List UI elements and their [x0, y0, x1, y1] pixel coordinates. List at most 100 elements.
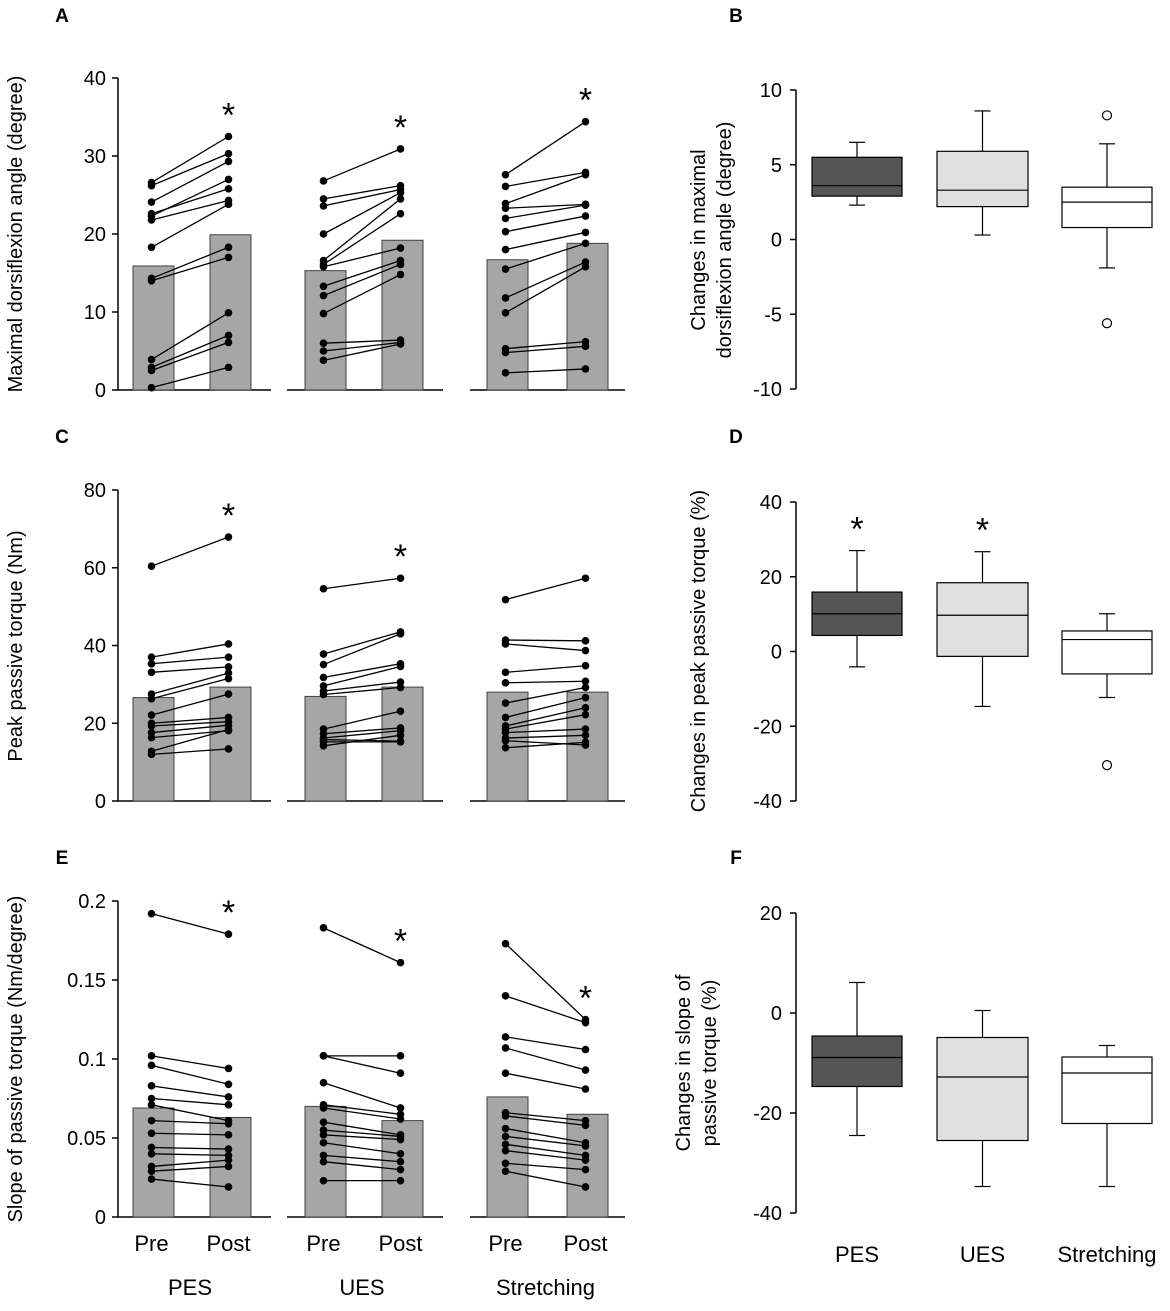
data-point-post [224, 690, 233, 698]
subject-line [151, 246, 229, 280]
data-point-post [224, 253, 233, 262]
y-axis-label-B-line2: dorsiflexion angle (degree) [714, 122, 736, 359]
bar-PES-Post [209, 686, 252, 802]
data-point-pre [147, 1094, 156, 1103]
x-group-label: PES [168, 1275, 212, 1300]
x-condition-label: Post [563, 1231, 607, 1256]
subject-line [505, 1170, 586, 1188]
subject-line [505, 1127, 586, 1144]
y-tick-label: 0 [771, 642, 782, 664]
subject-line [323, 1104, 401, 1115]
subject-line [151, 1085, 229, 1098]
bar-UES-Pre [304, 270, 347, 391]
subject-line [323, 577, 401, 590]
data-point-pre [147, 1175, 156, 1183]
subject-line [151, 341, 229, 372]
subject-line [151, 1119, 229, 1125]
data-point-post [224, 1156, 233, 1164]
subject-line [505, 261, 586, 299]
y-tick-label: 5 [771, 155, 782, 177]
subject-line [151, 1097, 229, 1106]
subject-line [505, 121, 586, 176]
bar-Stretching-Post [566, 1113, 609, 1218]
subject-line [505, 174, 586, 205]
data-point-pre [501, 204, 510, 213]
data-point-post [396, 209, 405, 218]
box-Stretching [1061, 1056, 1153, 1125]
subject-line [323, 247, 401, 268]
x-condition-label: Pre [488, 1231, 522, 1256]
box-PES [811, 1035, 903, 1088]
subject-line [323, 729, 401, 739]
subject-line [323, 263, 401, 297]
data-point-pre [147, 694, 156, 703]
data-point-pre [147, 653, 156, 661]
y-tick-label: -20 [753, 1103, 782, 1125]
data-point-pre [501, 294, 510, 302]
significance-marker: * [579, 82, 592, 120]
subject-line [151, 748, 229, 755]
panel-label-E: E [56, 848, 69, 869]
subject-line [505, 714, 586, 730]
data-point-pre [501, 227, 510, 236]
data-point-post [396, 1104, 405, 1112]
data-point-pre [319, 347, 328, 355]
data-point-pre [319, 202, 328, 210]
subject-line [505, 741, 586, 749]
data-point-pre [147, 1082, 156, 1090]
subject-line [323, 259, 401, 287]
panel-F: F -40 -20 0 20 Changes in slope of passive tor… [673, 848, 1153, 1225]
data-point-post [396, 731, 405, 740]
data-point-pre [147, 659, 156, 668]
data-point-post [396, 270, 405, 279]
subject-line [323, 631, 401, 655]
subject-line [323, 148, 401, 182]
subject-line [323, 341, 401, 352]
data-point-pre [147, 1116, 156, 1125]
data-point-post [581, 683, 590, 692]
data-point-post [581, 677, 590, 686]
data-point-pre [319, 339, 328, 348]
data-point-post [396, 738, 405, 746]
y-tick-label: 0 [95, 791, 106, 813]
data-point-pre [501, 369, 510, 377]
data-point-post [581, 342, 590, 351]
subject-line [323, 188, 401, 207]
y-tick-label: 10 [84, 302, 106, 324]
subject-line [505, 740, 586, 746]
data-point-post [224, 1093, 233, 1101]
box-Stretching [1061, 186, 1153, 229]
subject-line [505, 728, 586, 734]
y-tick-label: -10 [753, 379, 782, 401]
data-point-post [581, 1066, 590, 1074]
subject-line [323, 1142, 401, 1155]
data-point-pre [501, 265, 510, 273]
data-point-pre [147, 277, 156, 285]
subject-line [505, 345, 586, 354]
data-point-post [224, 669, 233, 677]
y-tick-label: 0.15 [67, 970, 106, 992]
data-point-post [396, 244, 405, 252]
panel-E: E 0 0.05 0.1 0.15 0.2 Slope of passive torque … [5, 848, 625, 1229]
subject-line [505, 1115, 586, 1127]
data-point-pre [501, 170, 510, 179]
subject-line [151, 312, 229, 361]
data-point-post [581, 117, 590, 126]
data-point-post [581, 1045, 590, 1054]
data-point-pre [501, 1132, 510, 1141]
subject-line [323, 665, 401, 687]
data-point-post [224, 338, 233, 347]
data-point-pre [501, 182, 510, 191]
data-point-pre [501, 1124, 510, 1133]
data-point-post [396, 1052, 405, 1060]
subject-line [323, 1154, 401, 1163]
data-point-pre [319, 177, 328, 185]
data-point-post [581, 1142, 590, 1150]
subject-line [505, 1047, 586, 1071]
data-point-post [224, 1119, 233, 1128]
data-point-post [224, 149, 233, 158]
data-point-post [396, 662, 405, 671]
data-point-pre [147, 1101, 156, 1109]
subject-line [505, 1072, 586, 1090]
